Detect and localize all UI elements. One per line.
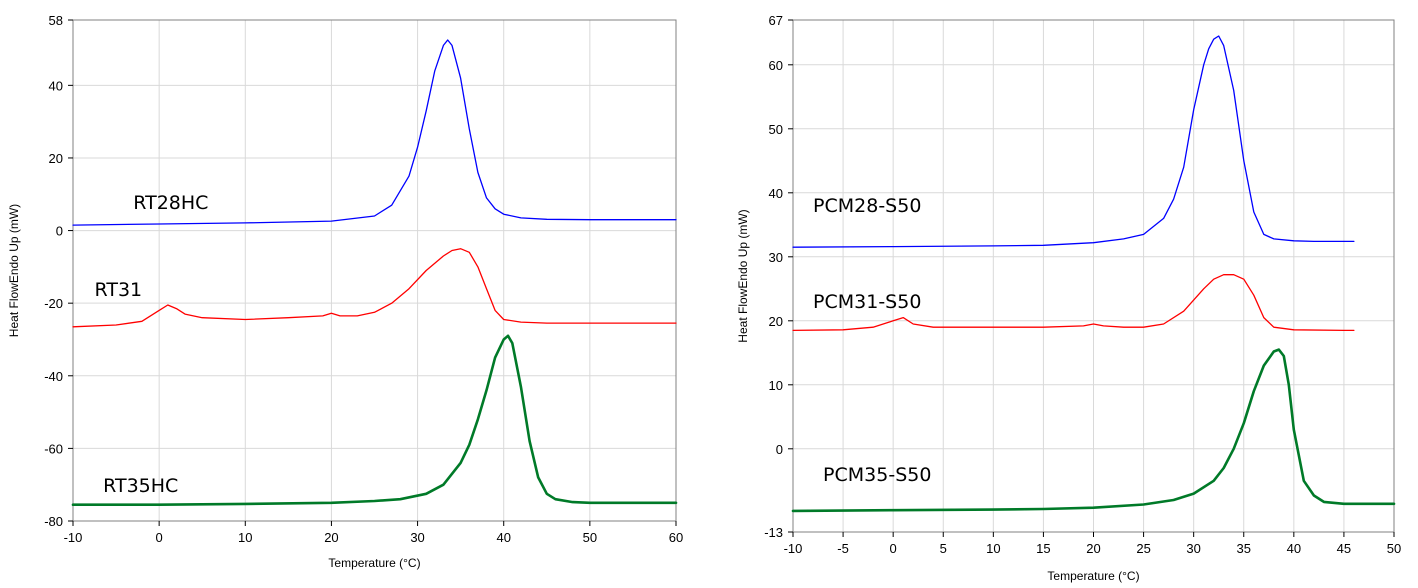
right-x-tick-label: 45 (1337, 541, 1351, 556)
left-x-tick-label: 20 (324, 530, 338, 545)
right-x-tick-label: 15 (1036, 541, 1050, 556)
left-x-axis-title: Temperature (°C) (328, 556, 420, 570)
left-x-tick-label: 40 (496, 530, 510, 545)
right-x-tick-label: 5 (940, 541, 947, 556)
right-series-line-pcm28-s50 (792, 35, 1355, 248)
right-x-tick-label: 30 (1186, 541, 1200, 556)
right-y-tick-label: 10 (769, 378, 783, 393)
right-series-line-pcm31-s50 (792, 274, 1355, 332)
left-series-line-rt28hc (72, 39, 677, 226)
left-x-tick-label: 10 (238, 530, 252, 545)
right-y-tick-label: -13 (764, 525, 783, 540)
right-x-axis-title: Temperature (°C) (1047, 569, 1139, 583)
left-y-tick-label: -40 (44, 369, 63, 384)
left-x-tick-label: 50 (583, 530, 597, 545)
right-x-tick-label: 35 (1237, 541, 1251, 556)
left-y-tick-label: 40 (49, 78, 63, 93)
left-x-tick-label: -10 (64, 530, 83, 545)
left-y-tick-label: -20 (44, 296, 63, 311)
left-y-tick-label: 20 (49, 151, 63, 166)
right-x-tick-label: -10 (784, 541, 803, 556)
right-y-tick-label: 40 (769, 186, 783, 201)
left-series-label-rt35hc: RT35HC (103, 475, 178, 497)
right-y-tick-label: 50 (769, 122, 783, 137)
right-series-label-pcm31-s50: PCM31-S50 (813, 291, 921, 313)
dsc-chart-left: -10 0 10 20 30 40 50 60 -80 -60 -40 -20 0 20 40 58 Tempe… (7, 13, 683, 570)
right-series-line-pcm35-s50 (791, 348, 1396, 513)
left-y-tick-label: 0 (56, 224, 63, 239)
left-series-label-rt31: RT31 (95, 279, 143, 301)
right-y-tick-label: 30 (769, 250, 783, 265)
left-y-axis-title: Heat FlowEndo Up (mW) (7, 204, 21, 337)
right-x-tick-label: 20 (1086, 541, 1100, 556)
right-y-tick-label: 20 (769, 314, 783, 329)
right-x-tick-label: 40 (1287, 541, 1301, 556)
left-series-label-rt28hc: RT28HC (133, 192, 208, 214)
left-series-line-rt35hc (71, 334, 678, 507)
dsc-chart-right: -10 -5 0 5 10 15 20 25 30 35 40 45 50 -13 0 10 20 30 40 50 6… (736, 13, 1401, 583)
right-series-label-pcm28-s50: PCM28-S50 (813, 195, 921, 217)
left-y-tick-label: 58 (49, 13, 63, 28)
left-x-tick-label: 60 (669, 530, 683, 545)
right-y-tick-label: 67 (769, 13, 783, 28)
right-x-tick-label: 10 (986, 541, 1000, 556)
right-x-tick-label: 50 (1387, 541, 1401, 556)
left-x-tick-label: 0 (156, 530, 163, 545)
right-y-axis-title: Heat FlowEndo Up (mW) (736, 209, 750, 342)
left-y-tick-label: -80 (44, 514, 63, 529)
left-plot-frame (72, 19, 677, 522)
right-series-label-pcm35-s50: PCM35-S50 (823, 464, 931, 486)
right-x-tick-label: 25 (1136, 541, 1150, 556)
left-x-tick-label: 30 (410, 530, 424, 545)
right-x-tick-label: -5 (837, 541, 849, 556)
right-y-tick-label: 0 (776, 442, 783, 457)
left-y-tick-label: -60 (44, 441, 63, 456)
right-y-tick-label: 60 (769, 58, 783, 73)
right-x-tick-label: 0 (890, 541, 897, 556)
left-series-line-rt31 (72, 248, 677, 328)
